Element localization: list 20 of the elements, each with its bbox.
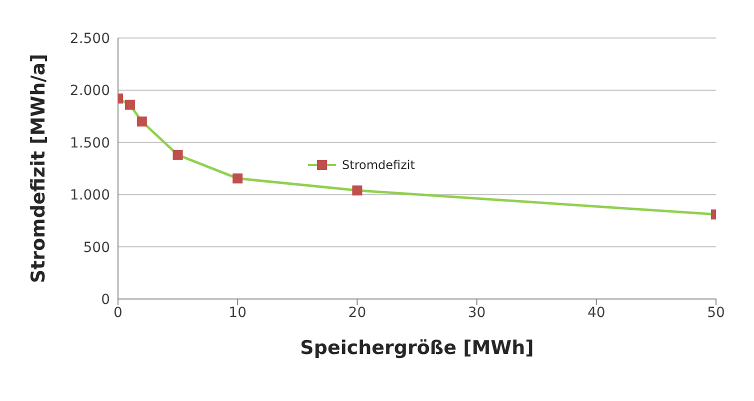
x-tick-label: 10 (228, 304, 247, 321)
x-axis-title: Speichergröße [MWh] (300, 337, 534, 359)
y-axis-title: Stromdefizit [MWh/a] (28, 54, 50, 284)
legend-label: Stromdefizit (342, 158, 415, 172)
y-tick-label: 1.000 (70, 188, 110, 204)
point (124, 100, 135, 110)
x-tick-label: 40 (587, 304, 606, 321)
point (136, 116, 147, 127)
x-tick-label: 30 (468, 304, 486, 321)
y-tick-label: 2.000 (70, 83, 110, 100)
point (352, 185, 362, 196)
point (232, 173, 243, 184)
y-tick-label: 2.500 (70, 30, 110, 47)
y-tick-label: 1.500 (70, 135, 110, 152)
y-tick-label: 500 (83, 240, 110, 256)
x-tick-label: 20 (348, 304, 366, 321)
x-tick-label: 50 (707, 304, 725, 321)
y-tick-label: 0 (101, 292, 110, 308)
x-tick-label: 0 (114, 304, 122, 321)
point (172, 150, 183, 160)
